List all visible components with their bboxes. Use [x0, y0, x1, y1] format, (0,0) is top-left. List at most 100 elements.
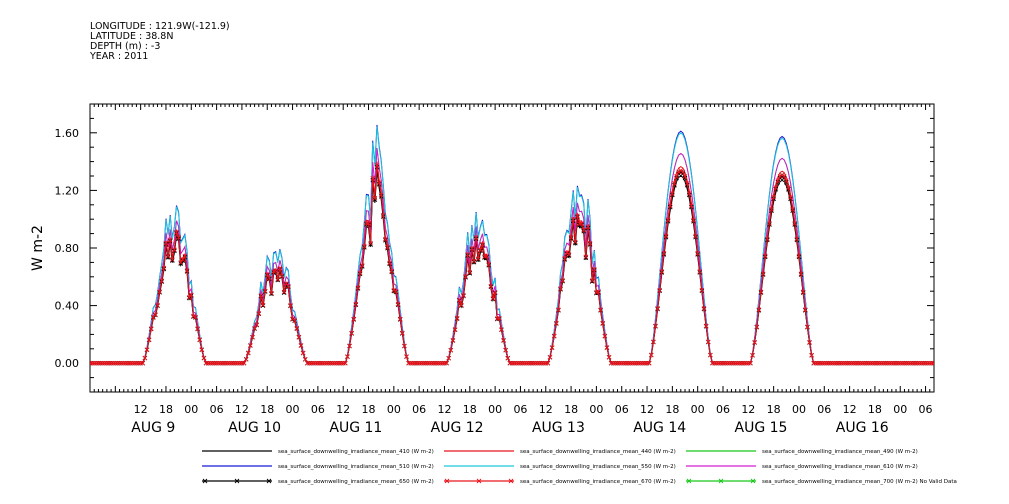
series-marker: [758, 289, 764, 295]
series-marker: [471, 259, 477, 265]
series-marker: [288, 303, 293, 308]
series-marker: [475, 257, 481, 263]
series-marker: [269, 290, 274, 296]
series-marker: [606, 354, 612, 360]
series-marker: [572, 240, 578, 246]
series-marker: [478, 247, 483, 253]
series-marker: [148, 326, 154, 331]
series-marker: [389, 268, 395, 274]
series-marker: [153, 312, 158, 317]
series-marker: [809, 352, 814, 358]
series-marker: [256, 311, 262, 316]
series-marker: [349, 330, 354, 336]
series-marker: [701, 306, 707, 311]
metadata-header: LONGITUDE : 121.9W(-121.9) LATITUDE : 38…: [90, 22, 230, 62]
series-marker: [796, 253, 802, 259]
series-marker: [248, 343, 253, 348]
series-marker: [703, 323, 709, 329]
legend-marker: [266, 478, 272, 484]
series-marker: [566, 252, 572, 257]
series-marker: [499, 327, 504, 332]
series-marker: [807, 339, 812, 345]
series-marker: [781, 173, 787, 179]
x-hour-tick-label: 00: [893, 403, 907, 416]
x-hour-tick-label: 06: [311, 403, 325, 416]
series-marker: [300, 350, 306, 356]
series-marker: [467, 270, 473, 276]
x-hour-tick-label: 06: [817, 403, 831, 416]
series-marker: [684, 181, 690, 186]
series-marker: [302, 356, 308, 362]
series-marker: [602, 333, 608, 339]
series-marker: [366, 221, 371, 226]
series-marker: [195, 326, 200, 331]
x-hour-tick-label: 12: [134, 403, 148, 416]
series-marker: [697, 269, 703, 274]
series-marker: [279, 273, 285, 279]
series-marker: [547, 354, 553, 360]
series-marker: [596, 289, 601, 295]
series-marker: [653, 323, 658, 329]
series-marker: [560, 278, 565, 283]
series-marker: [165, 254, 171, 260]
legend-label: sea_surface_downwelling_irradiance_mean_…: [762, 479, 957, 485]
series-marker: [773, 185, 779, 190]
series-marker: [695, 251, 700, 256]
series-marker: [473, 235, 479, 240]
series-marker: [792, 220, 798, 226]
series-marker: [762, 253, 768, 259]
series-marker: [182, 253, 188, 259]
x-day-label: AUG 15: [735, 420, 788, 436]
series-marker: [598, 307, 603, 313]
x-hour-tick-label: 00: [387, 403, 401, 416]
series-marker: [691, 217, 696, 223]
series-marker: [254, 322, 260, 327]
x-day-label: AUG 11: [329, 420, 382, 436]
x-hour-tick-label: 12: [539, 403, 553, 416]
series-marker: [277, 266, 283, 271]
series-marker: [178, 261, 184, 266]
series-marker: [372, 197, 378, 203]
series-marker: [159, 278, 165, 284]
series-marker: [648, 352, 654, 358]
series-marker: [486, 262, 492, 267]
series-marker: [163, 240, 169, 246]
series-marker: [380, 212, 386, 218]
series-marker: [600, 320, 606, 326]
x-day-label: AUG 16: [836, 420, 889, 436]
series-line: [90, 165, 934, 364]
series-marker: [467, 270, 473, 275]
series-marker: [353, 301, 359, 307]
series-marker: [551, 333, 557, 339]
series-marker: [172, 247, 177, 253]
series-marker: [275, 276, 281, 282]
legend-marker: [508, 478, 514, 484]
series-marker: [260, 302, 266, 308]
series-marker: [178, 260, 184, 265]
series-marker: [752, 339, 757, 345]
series-marker: [397, 316, 403, 322]
y-tick-label: 1.60: [55, 127, 80, 140]
x-hour-tick-label: 12: [437, 403, 451, 416]
series-marker: [286, 283, 291, 289]
series-marker: [497, 315, 502, 321]
series-marker: [267, 275, 272, 281]
series-marker: [572, 239, 578, 245]
series-marker: [342, 360, 348, 366]
x-hour-tick-label: 00: [589, 403, 603, 416]
series-marker: [188, 292, 194, 298]
series-marker: [275, 277, 281, 283]
series-marker: [294, 326, 300, 331]
series-marker: [269, 291, 274, 297]
plot-frame: [89, 103, 935, 393]
series-marker: [754, 324, 760, 330]
x-day-label: AUG 12: [431, 420, 484, 436]
series-marker: [463, 274, 468, 279]
series-marker: [372, 195, 378, 201]
series-marker: [144, 347, 150, 353]
series-line: [90, 161, 934, 364]
series-marker: [699, 287, 705, 293]
series-marker: [585, 224, 591, 230]
series-marker: [376, 180, 382, 185]
